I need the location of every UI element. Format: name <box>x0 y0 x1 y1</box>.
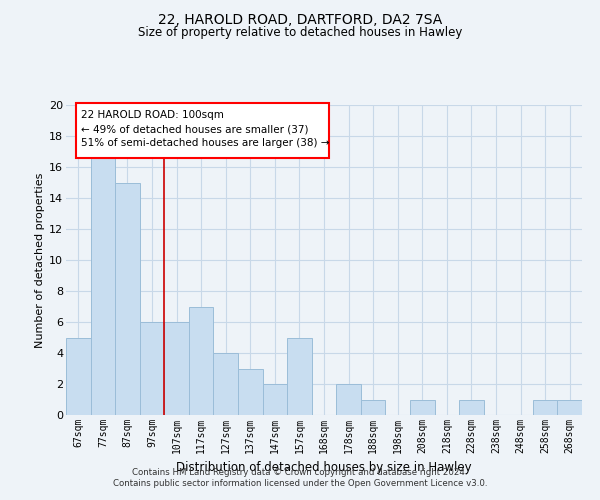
Bar <box>459 400 484 415</box>
Bar <box>263 384 287 415</box>
Bar <box>557 400 582 415</box>
Bar <box>115 182 140 415</box>
Text: Size of property relative to detached houses in Hawley: Size of property relative to detached ho… <box>138 26 462 39</box>
Bar <box>238 368 263 415</box>
Bar <box>287 338 312 415</box>
Bar <box>336 384 361 415</box>
Bar <box>189 306 214 415</box>
Bar <box>410 400 434 415</box>
Text: 22, HAROLD ROAD, DARTFORD, DA2 7SA: 22, HAROLD ROAD, DARTFORD, DA2 7SA <box>158 12 442 26</box>
Bar <box>164 322 189 415</box>
FancyBboxPatch shape <box>76 104 329 158</box>
Y-axis label: Number of detached properties: Number of detached properties <box>35 172 45 348</box>
Bar <box>533 400 557 415</box>
Bar <box>66 338 91 415</box>
Bar <box>91 152 115 415</box>
X-axis label: Distribution of detached houses by size in Hawley: Distribution of detached houses by size … <box>176 462 472 474</box>
Bar <box>361 400 385 415</box>
Bar <box>140 322 164 415</box>
Text: 22 HAROLD ROAD: 100sqm
← 49% of detached houses are smaller (37)
51% of semi-det: 22 HAROLD ROAD: 100sqm ← 49% of detached… <box>82 110 330 148</box>
Text: Contains HM Land Registry data © Crown copyright and database right 2024.
Contai: Contains HM Land Registry data © Crown c… <box>113 468 487 487</box>
Bar <box>214 353 238 415</box>
